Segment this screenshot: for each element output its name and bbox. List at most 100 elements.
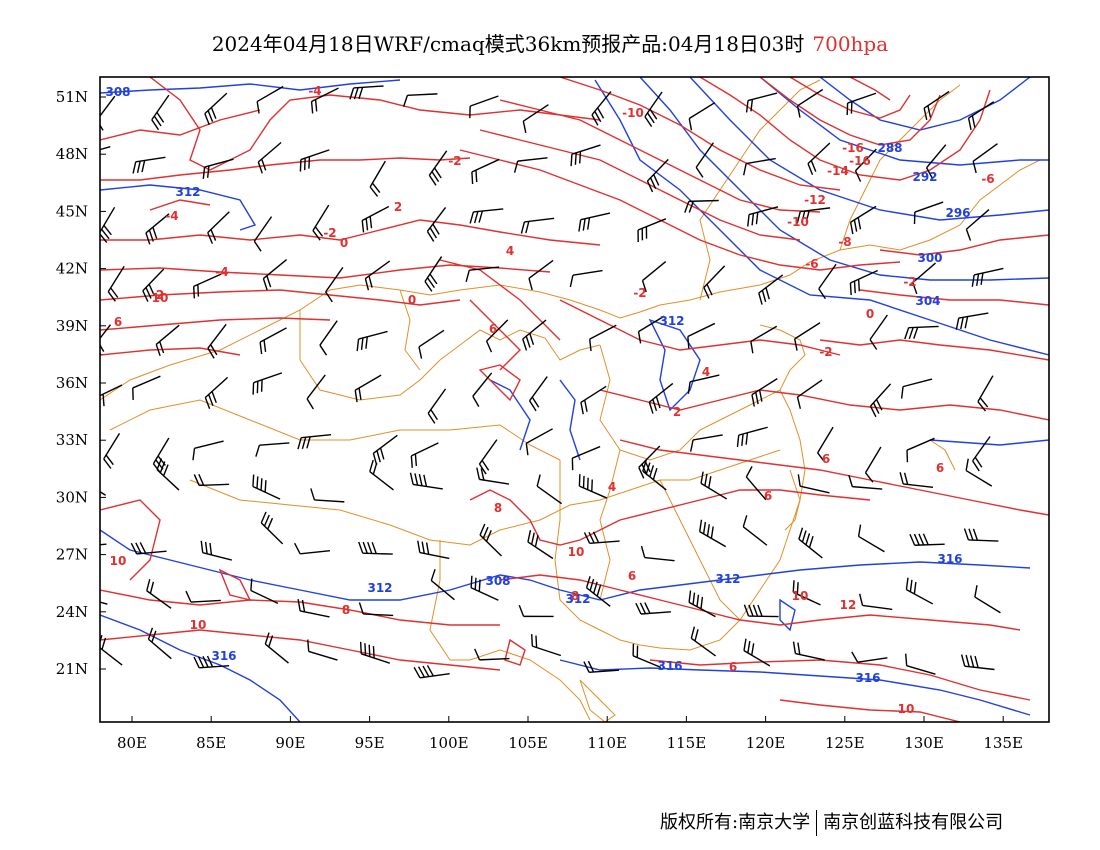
- wind-barb: [410, 442, 439, 468]
- wind-barb: [193, 273, 222, 299]
- wind-barb: [100, 206, 116, 243]
- temperature-contour-label: 0: [866, 307, 874, 321]
- wind-barb: [864, 446, 882, 483]
- wind-barb: [699, 519, 727, 548]
- wind-barb: [358, 541, 393, 555]
- wind-barb: [369, 160, 386, 197]
- wind-barb: [470, 575, 499, 601]
- wind-barb: [361, 205, 390, 233]
- height-contour-label: 308: [105, 85, 130, 99]
- wind-barb: [632, 643, 662, 669]
- height-contour-label: 308: [485, 574, 510, 588]
- wind-barb: [469, 95, 499, 119]
- wind-barb: [796, 379, 823, 409]
- wind-barb: [646, 158, 669, 193]
- wind-barb: [797, 474, 830, 494]
- wind-barb: [818, 263, 837, 300]
- wind-barb: [192, 440, 224, 461]
- wind-barb: [207, 211, 230, 244]
- wind-barb: [846, 92, 877, 116]
- map-frame: [99, 76, 1050, 723]
- wind-barb: [299, 149, 330, 172]
- wind-barb: [570, 144, 601, 167]
- wind-barb: [155, 324, 180, 357]
- wind-barb: [642, 459, 667, 491]
- wind-barb: [156, 458, 180, 491]
- lat-tick-label: 42N: [56, 260, 88, 278]
- wind-barb: [536, 474, 562, 505]
- wind-barb: [750, 325, 778, 354]
- wind-barb: [349, 85, 384, 100]
- wind-barb: [974, 585, 1001, 614]
- temperature-contour-label: -4: [165, 209, 178, 223]
- wind-barb: [796, 207, 831, 224]
- footer-separator: [816, 810, 818, 836]
- wind-barb: [469, 208, 504, 224]
- wind-barb: [736, 426, 768, 448]
- wind-barb: [972, 436, 991, 472]
- lon-tick-label: 90E: [275, 734, 305, 752]
- wind-barb: [100, 146, 111, 151]
- lon-tick-label: 115E: [667, 734, 707, 752]
- wind-barb: [417, 540, 450, 560]
- lat-tick-label: 30N: [56, 488, 88, 506]
- wind-barb: [684, 199, 719, 213]
- temperature-contour-label: 2: [394, 200, 402, 214]
- wind-barb: [869, 314, 888, 350]
- wind-barb: [690, 626, 717, 657]
- lon-tick-label: 120E: [746, 734, 786, 752]
- wind-barb: [807, 142, 831, 175]
- wind-barb: [816, 426, 834, 463]
- wind-barb: [252, 372, 283, 395]
- wind-barb: [971, 267, 1004, 287]
- wind-barb: [923, 90, 950, 121]
- copyright-footer: 版权所有:南京大学 南京创蓝科技有限公司: [660, 808, 1003, 836]
- lon-tick-label: 105E: [508, 734, 548, 752]
- title-level: 700hpa: [812, 32, 889, 56]
- lon-tick-label: 125E: [825, 734, 865, 752]
- wind-barb: [413, 665, 450, 679]
- wind-barb: [792, 580, 821, 606]
- wind-barb: [960, 654, 995, 671]
- temperature-contour-label: 4: [702, 365, 710, 379]
- wind-barb: [528, 259, 554, 291]
- wind-barb: [418, 329, 445, 359]
- temperature-contour-label: 6: [822, 452, 830, 466]
- wind-barb: [742, 515, 768, 546]
- lon-tick-label: 135E: [983, 734, 1023, 752]
- wind-barb: [424, 256, 443, 292]
- temperature-contour-label: 4: [608, 480, 616, 494]
- wind-barb: [103, 433, 121, 469]
- wind-barb: [260, 511, 284, 545]
- chart-title: 2024年04月18日WRF/cmaq模式36km预报产品:04月18日03时 7…: [0, 28, 1100, 57]
- wind-barb: [132, 375, 161, 400]
- wind-barb: [310, 87, 339, 114]
- wind-barb: [637, 315, 665, 344]
- wind-barb: [687, 322, 716, 349]
- wind-barb: [909, 533, 945, 546]
- wind-barb: [963, 528, 999, 542]
- wind-barb: [264, 632, 289, 664]
- lat-tick-label: 39N: [56, 317, 88, 335]
- wind-barb: [354, 374, 382, 403]
- temperature-contour-label: -4: [308, 84, 321, 98]
- temperature-contour-label: 6: [936, 461, 944, 475]
- temperature-contour-label: -14: [827, 164, 849, 178]
- wind-barb: [851, 651, 888, 663]
- wind-barb: [688, 102, 716, 131]
- wind-barb: [479, 523, 502, 557]
- temperature-contours: [100, 77, 1049, 722]
- wind-barb: [202, 158, 234, 180]
- temperature-contour-label: -10: [622, 106, 644, 120]
- height-contour-label: 316: [855, 671, 880, 685]
- temperature-contour-label: -10: [787, 215, 809, 229]
- wind-barb: [583, 660, 620, 674]
- lat-tick-label: 36N: [56, 374, 88, 392]
- boundary-lines: [100, 79, 1041, 722]
- wind-barb: [369, 459, 394, 491]
- temperature-contour-label: 12: [840, 598, 857, 612]
- wind-barb: [132, 156, 166, 174]
- temperature-contour-label: -2: [819, 345, 832, 359]
- lat-tick-label: 51N: [56, 88, 88, 106]
- wind-barb: [972, 143, 998, 174]
